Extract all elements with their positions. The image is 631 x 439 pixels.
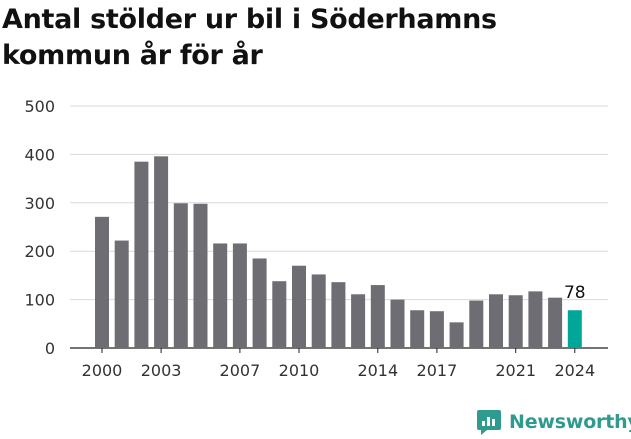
- bar: [311, 274, 326, 348]
- newsworthy-logo-icon: [477, 410, 501, 435]
- bars: [95, 156, 582, 348]
- bar: [449, 322, 464, 348]
- bar: [114, 240, 129, 348]
- bar: [410, 310, 425, 348]
- bar: [528, 291, 543, 348]
- bar: [508, 295, 523, 348]
- x-tick-label: 2007: [220, 361, 261, 380]
- bar: [272, 281, 287, 348]
- y-tick-label: 300: [24, 194, 55, 213]
- bar: [489, 294, 503, 348]
- y-axis-labels: 0 100 200 300 400 500: [24, 97, 55, 358]
- brand-logo[interactable]: Newsworthy: [476, 405, 631, 439]
- x-tick-label: 2017: [417, 361, 458, 380]
- data-label: 78: [564, 283, 586, 303]
- x-tick-label: 2021: [495, 361, 536, 380]
- bar: [292, 265, 306, 348]
- bar: [232, 243, 247, 348]
- bar: [173, 203, 188, 348]
- bar: [213, 243, 228, 348]
- x-tick-label: 2014: [357, 361, 398, 380]
- bar: [331, 282, 346, 348]
- bar: [390, 299, 405, 348]
- x-tick-label: 2003: [141, 361, 182, 380]
- bar: [193, 203, 208, 348]
- x-tick-label: 2024: [554, 361, 595, 380]
- bar: [469, 300, 484, 348]
- bar: [429, 311, 444, 348]
- y-tick-label: 500: [24, 97, 55, 116]
- bar-highlight: [567, 310, 582, 348]
- bar: [252, 258, 267, 348]
- y-tick-label: 400: [24, 145, 55, 164]
- bar: [548, 297, 563, 348]
- bar: [95, 216, 109, 348]
- x-tick-label: 2010: [279, 361, 320, 380]
- bar: [370, 285, 385, 348]
- y-tick-label: 200: [24, 242, 55, 261]
- bar: [134, 161, 149, 348]
- y-tick-label: 100: [24, 291, 55, 310]
- x-axis-labels: 2000 2003 2007 2010 2014 2017 2021 2024: [82, 348, 595, 380]
- x-tick-label: 2000: [82, 361, 123, 380]
- y-tick-label: 0: [45, 339, 55, 358]
- chart-title: Antal stölder ur bil i Söderhamns kommun…: [2, 4, 497, 71]
- bar: [351, 294, 366, 348]
- brand-name: Newsworthy: [509, 411, 631, 433]
- bar: [154, 156, 169, 348]
- annotations: 78: [564, 283, 586, 303]
